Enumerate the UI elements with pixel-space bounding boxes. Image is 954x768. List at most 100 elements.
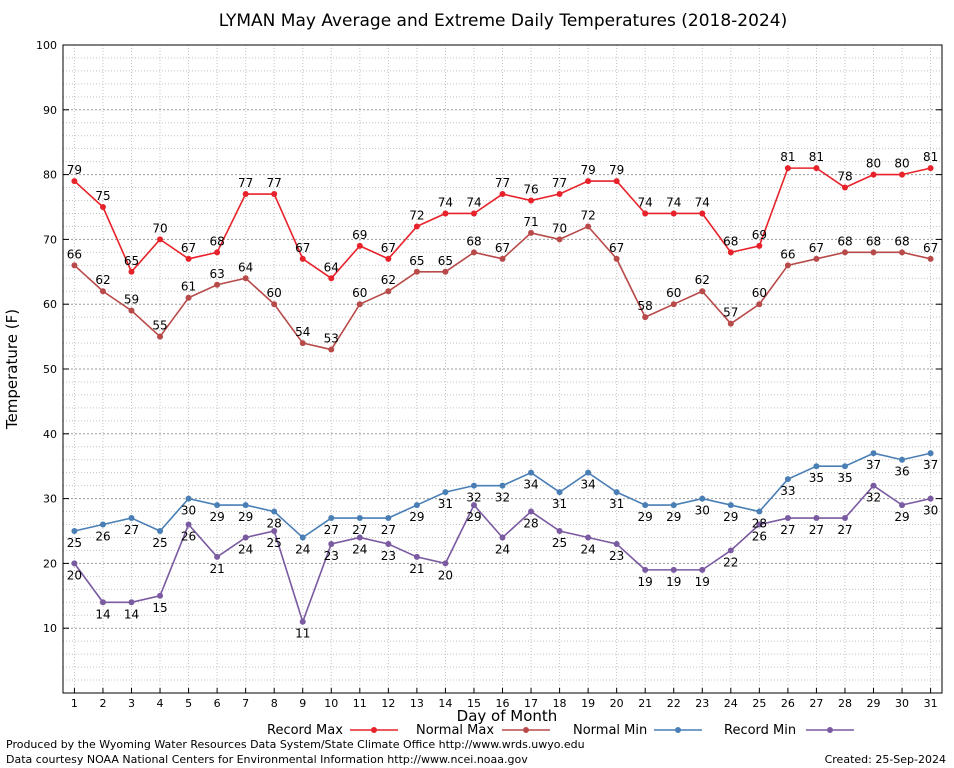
data-label-normal-max: 62 [695,273,710,287]
data-point-record-max [870,171,877,178]
data-label-normal-max: 63 [209,267,224,281]
data-label-record-min: 14 [95,607,110,621]
data-label-normal-max: 71 [523,215,538,229]
data-label-normal-min: 37 [866,458,881,472]
legend-label-normal-max: Normal Max [416,723,494,738]
data-point-record-max [585,178,592,185]
legend-item-normal-max: Normal Max [416,723,550,738]
data-point-normal-min [899,456,906,463]
data-label-record-max: 74 [666,195,681,209]
data-label-normal-min: 30 [695,504,710,518]
data-label-record-min: 20 [67,568,82,582]
data-point-record-max [71,178,78,185]
data-point-record-min [613,540,620,547]
data-point-normal-max [385,288,392,295]
data-point-normal-min [642,502,649,509]
data-point-record-max [699,210,706,217]
data-point-record-min [585,534,592,541]
data-label-normal-max: 60 [352,286,367,300]
data-label-normal-min: 35 [809,471,824,485]
data-label-record-min: 23 [381,549,396,563]
x-tick-label: 1 [71,697,78,710]
data-label-normal-min: 29 [209,510,224,524]
data-point-record-max [442,210,449,217]
data-label-record-min: 27 [780,523,795,537]
data-point-record-max [271,191,278,198]
data-point-normal-min [585,469,592,476]
data-label-normal-min: 26 [95,530,110,544]
data-label-record-max: 79 [580,163,595,177]
data-point-record-min [642,566,649,573]
data-label-normal-min: 31 [609,497,624,511]
legend-label-record-min: Record Min [724,723,796,738]
data-label-normal-max: 72 [580,208,595,222]
data-label-normal-min: 29 [638,510,653,524]
x-tick-label: 16 [496,697,510,710]
data-label-record-min: 15 [152,601,167,615]
x-tick-label: 8 [271,697,278,710]
data-label-normal-max: 67 [923,241,938,255]
data-label-record-max: 67 [181,241,196,255]
chart-title: LYMAN May Average and Extreme Daily Temp… [219,11,787,31]
data-point-record-max [499,191,506,198]
x-tick-label: 26 [781,697,795,710]
y-axis-label: Temperature (F) [3,309,21,430]
data-label-record-min: 22 [723,555,738,569]
data-label-normal-max: 61 [181,280,196,294]
data-label-record-max: 72 [409,208,424,222]
data-point-normal-max [499,255,506,262]
data-label-record-max: 65 [124,254,139,268]
data-label-record-max: 77 [267,176,282,190]
data-labels: 79 75 65 70 67 68 77 77 67 64 69 67 72 74 74 77 76 77 79 79… [67,150,938,641]
x-tick-label: 15 [467,697,481,710]
data-point-record-max [556,191,563,198]
data-label-normal-min: 31 [552,497,567,511]
y-tick-label: 50 [43,363,57,376]
data-label-normal-max: 66 [67,247,82,261]
data-label-normal-min: 29 [723,510,738,524]
data-point-record-max [756,242,763,249]
data-label-normal-max: 59 [124,293,139,307]
data-label-record-min: 27 [809,523,824,537]
data-point-normal-min [413,502,420,509]
data-point-normal-max [271,301,278,308]
x-tick-label: 25 [752,697,766,710]
legend-item-record-min: Record Min [724,723,854,738]
y-tick-label: 30 [43,493,57,506]
data-point-normal-max [185,294,192,301]
data-label-record-min: 23 [609,549,624,563]
data-point-normal-min [784,476,791,483]
data-point-normal-max [727,320,734,327]
x-tick-label: 7 [242,697,249,710]
data-point-normal-min [356,515,363,522]
data-label-record-max: 74 [466,195,481,209]
data-label-normal-max: 58 [638,299,653,313]
data-point-record-max [670,210,677,217]
data-label-normal-max: 65 [409,254,424,268]
data-label-record-min: 21 [209,562,224,576]
y-tick-label: 100 [36,39,57,52]
x-tick-label: 30 [895,697,909,710]
data-point-record-max [185,255,192,262]
data-label-normal-max: 57 [723,306,738,320]
data-point-record-max [214,249,221,256]
data-point-record-min [214,553,221,560]
data-label-record-max: 77 [238,176,253,190]
data-point-record-min [727,547,734,554]
data-point-record-max [385,255,392,262]
y-tick-label: 40 [43,428,57,441]
data-label-normal-max: 68 [894,234,909,248]
data-label-record-max: 77 [495,176,510,190]
data-point-normal-max [157,333,164,340]
data-point-normal-max [99,288,106,295]
data-point-normal-max [242,275,249,282]
x-tick-label: 31 [924,697,938,710]
data-label-normal-max: 67 [495,241,510,255]
data-point-record-min [813,515,820,522]
data-label-record-min: 19 [695,575,710,589]
data-label-record-max: 74 [695,195,710,209]
data-label-record-max: 75 [95,189,110,203]
x-tick-label: 13 [410,697,424,710]
